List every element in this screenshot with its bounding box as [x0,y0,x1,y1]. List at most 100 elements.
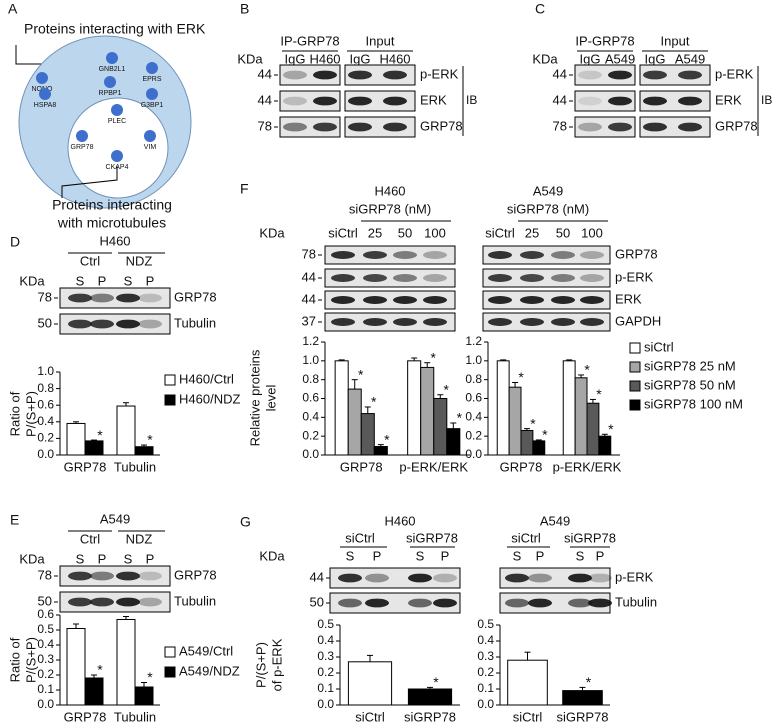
bar [373,446,388,456]
y-tick-label: 0.8 [302,372,319,386]
blot [482,268,611,288]
blot [639,90,711,112]
condition-label: siGRP78 [564,530,616,545]
bar [586,402,600,456]
y-axis-label: level [263,385,278,412]
bar [508,386,522,456]
bar [116,619,136,706]
bar [446,428,461,456]
y-tick-label: 0.2 [37,431,54,445]
significance-mark: * [371,394,377,410]
node-label: GRP78 [71,144,94,151]
legend-swatch [629,380,641,392]
y-tick-label: 0.3 [37,652,54,666]
legend-swatch [164,374,176,386]
cell-label: A549 [540,513,570,528]
bar [520,430,534,456]
protein-label: Tubulin [174,593,216,608]
y-axis-label: P/(S+P) [23,391,38,437]
band [678,96,702,106]
y-tick-label: 0.2 [465,428,482,442]
y-tick-label: 0.0 [302,447,319,461]
lane-label: P [441,548,450,563]
band [433,598,457,608]
band [488,318,512,326]
y-tick-label: 0.4 [37,637,54,651]
blot [279,90,341,112]
band [578,122,602,132]
band [393,274,417,282]
y-tick-label: 0.0 [465,447,482,461]
significance-mark: * [147,669,153,685]
node-label: VIM [144,144,157,151]
legend-swatch [164,646,176,658]
band [580,318,604,326]
band [116,571,140,581]
node [146,88,158,100]
band [90,319,114,329]
lane-label: 50 [398,225,412,240]
bar [116,405,136,456]
x-tick-label: p-ERK/ERK [399,459,468,474]
bar [433,398,448,456]
panel-letter: C [535,1,545,17]
band [588,573,612,583]
significance-mark: * [430,349,436,365]
protein-label: Tubulin [615,594,657,609]
blot [324,245,456,265]
bar [360,413,375,456]
x-tick-label: p-ERK/ERK [553,459,622,474]
panel-letter: F [240,181,249,197]
band [393,296,417,304]
blot [639,64,711,86]
band [520,251,544,259]
band [363,251,387,259]
lane-label: S [346,548,355,563]
protein-label: ERK [715,92,742,107]
lane-label: siCtrl [485,225,515,240]
marker-label: 50 [310,594,324,609]
bar [134,446,154,456]
band [383,122,407,132]
blot [279,116,341,138]
unit-label: KDa [532,51,558,66]
y-tick-label: 1.0 [37,364,54,378]
y-tick-label: 0.1 [477,681,494,695]
band [551,296,575,304]
band [551,251,575,259]
band [313,70,337,80]
band [580,274,604,282]
blot [482,312,611,332]
band [331,296,355,304]
condition-label: siCtrl [345,530,375,545]
panel-title: Proteins interacting with ERK [24,21,206,37]
protein-label: p-ERK [715,66,754,81]
band [551,274,575,282]
y-tick-label: 1.2 [465,334,482,348]
lane-label: S [124,273,133,288]
band [313,122,337,132]
unit-label: KDa [259,225,285,240]
band [348,96,372,106]
y-tick-label: 0.0 [317,697,334,711]
band [283,122,307,132]
marker-label: 50 [38,593,52,608]
significance-mark: * [97,427,103,443]
band [393,251,417,259]
node-label: GNB2L1 [99,66,126,73]
band [505,573,529,583]
band [138,319,162,329]
x-tick-label: Tubulin [114,459,156,474]
y-tick-label: 0.4 [465,410,482,424]
bar [420,366,435,456]
blot [324,312,456,332]
y-tick-label: 0.0 [37,697,54,711]
legend-swatch [629,361,641,373]
band [283,96,307,106]
lane-label: 100 [424,225,446,240]
marker-label: 44 [302,269,316,284]
band [331,251,355,259]
bar [134,686,154,706]
y-tick-label: 1.2 [302,334,319,348]
band [138,597,162,607]
